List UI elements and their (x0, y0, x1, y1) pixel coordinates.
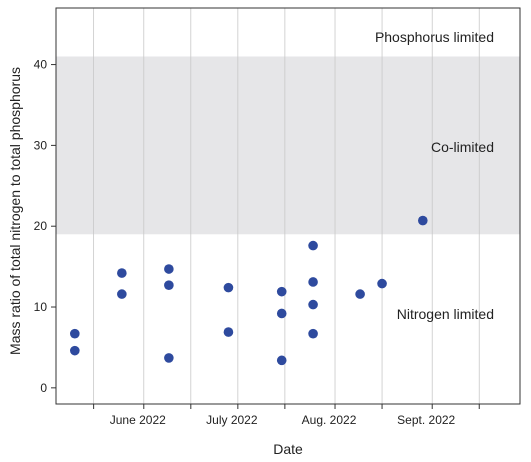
y-tick-label-3: 30 (34, 138, 48, 152)
data-point-7 (223, 282, 234, 293)
y-axis-title: Mass ratio of total nitrogen to total ph… (7, 67, 23, 355)
plot-frame (55, 7, 521, 405)
data-point-9 (276, 286, 287, 297)
x-tick-label-0: June 2022 (110, 413, 166, 427)
data-point-13 (308, 277, 318, 287)
data-point-0 (70, 328, 80, 339)
data-point-11 (276, 355, 287, 366)
x-tick-label-2: Aug. 2022 (302, 413, 357, 427)
data-point-5 (164, 280, 174, 291)
data-point-15 (308, 328, 318, 339)
band-label-2: Phosphorus limited (375, 29, 494, 45)
band-0 (56, 234, 520, 404)
band-label-1: Co-limited (431, 139, 494, 155)
gridlines (93, 8, 480, 404)
data-point-18 (418, 215, 428, 226)
data-point-16 (355, 289, 365, 299)
x-tick-label-3: Sept. 2022 (397, 413, 455, 427)
data-point-8 (223, 327, 234, 337)
y-tick-label-1: 10 (34, 300, 48, 314)
zone-bands (56, 8, 520, 404)
data-points (70, 215, 428, 366)
data-point-6 (164, 353, 174, 363)
data-point-14 (308, 299, 318, 310)
data-point-1 (70, 345, 80, 356)
data-point-2 (117, 268, 127, 278)
y-tick-label-2: 20 (34, 219, 48, 233)
x-tick-label-1: July 2022 (206, 413, 258, 427)
data-point-12 (308, 240, 318, 251)
band-1 (56, 56, 520, 235)
y-tick-label-0: 0 (40, 381, 47, 395)
band-2 (56, 8, 520, 57)
data-point-10 (276, 308, 287, 319)
band-label-0: Nitrogen limited (397, 306, 494, 322)
data-point-17 (377, 278, 387, 289)
zone-labels: Nitrogen limited Co-limited Phosphorus lim… (375, 29, 494, 322)
y-tick-label-4: 40 (34, 58, 48, 72)
axis-ticks: 0 10 20 30 40 June 2022 July 2022 Aug. 2022 Sept… (34, 58, 480, 427)
data-point-4 (164, 264, 174, 274)
data-point-3 (117, 289, 127, 299)
x-axis-title: Date (273, 441, 303, 457)
